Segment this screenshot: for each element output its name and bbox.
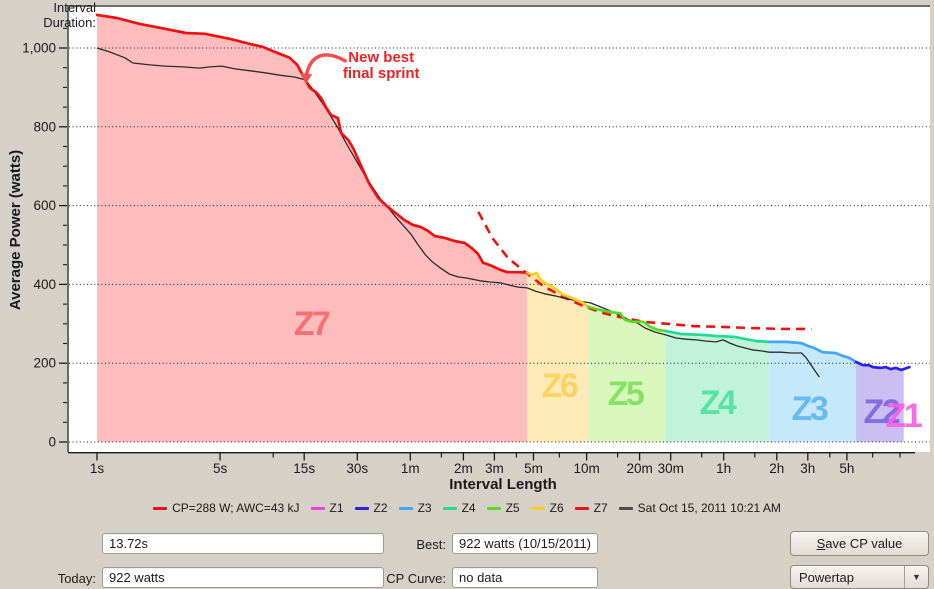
cp-curve <box>477 211 812 331</box>
legend-dash-icon <box>398 506 413 510</box>
best-curve <box>96 47 820 378</box>
x-tick-label: 3m <box>485 461 504 476</box>
y-axis-title: Average Power (watts) <box>7 150 24 310</box>
x-tick-label: 10m <box>573 461 599 476</box>
today-curve-z3 <box>767 340 858 364</box>
x-tick-label: 5s <box>213 461 228 476</box>
legend-item-5: Z5 <box>486 501 520 515</box>
legend-label: Z2 <box>373 501 388 515</box>
x-tick-label: 2m <box>454 461 473 476</box>
best-input[interactable] <box>452 533 598 554</box>
zone-fill-z3 <box>769 341 857 442</box>
legend-label: Z4 <box>461 501 476 515</box>
y-tick-label: 200 <box>33 356 56 371</box>
x-tick-label: 30m <box>658 461 684 476</box>
x-tick-label: 20m <box>626 461 652 476</box>
x-tick-label: 3h <box>800 461 815 476</box>
chart-legend: CP=288 W; AWC=43 kJ Z1 Z2 Z3 Z4 Z5 Z6 Z7 Sat Oct… <box>0 499 934 517</box>
today-curve-z4 <box>663 329 771 344</box>
y-tick-label: 400 <box>33 277 56 292</box>
x-tick-label: 15s <box>293 461 315 476</box>
zone-label-z4: Z4 <box>700 384 737 422</box>
x-tick-label: 30s <box>346 461 368 476</box>
legend-dash-icon <box>442 506 457 510</box>
today-input[interactable] <box>102 567 384 588</box>
legend-item-7: Z7 <box>574 501 608 515</box>
legend-item-6: Z6 <box>530 501 564 515</box>
legend-item-3: Z3 <box>398 501 432 515</box>
legend-label: Z7 <box>593 501 608 515</box>
legend-label: Sat Oct 15, 2011 10:21 AM <box>637 501 781 515</box>
today-curve-z6 <box>525 271 590 309</box>
today-curve-z5 <box>586 305 667 333</box>
legend-dash-icon <box>354 506 369 510</box>
zone-label-z5: Z5 <box>608 375 644 413</box>
zone-label-z1: Z1 <box>886 397 922 435</box>
legend-dash-icon <box>486 506 501 510</box>
legend-item-4: Z4 <box>442 501 476 515</box>
x-tick-label: 5h <box>839 461 854 476</box>
legend-dash-icon <box>618 506 633 510</box>
x-axis-title: Interval Length <box>449 476 557 493</box>
zone-label-z6: Z6 <box>542 367 578 405</box>
legend-dash-icon <box>530 506 545 510</box>
zone-fill-z2 <box>856 362 904 442</box>
y-tick-label: 1,000 <box>22 41 56 56</box>
save-cp-mnemonic: S <box>816 536 826 551</box>
today-curve-z2 <box>854 360 906 372</box>
cp-curve-label: CP Curve: <box>386 571 446 586</box>
x-tick-label: 1s <box>90 461 105 476</box>
annotation-line-2: final sprint <box>343 65 420 82</box>
legend-item-1: Z1 <box>310 501 344 515</box>
device-select[interactable]: Powertap ▼ <box>790 565 929 589</box>
x-tick-label: 5m <box>524 461 543 476</box>
legend-label: Z1 <box>329 501 344 515</box>
zone-fill-z7 <box>97 14 528 443</box>
legend-dash-icon <box>153 506 168 510</box>
interval-duration-input[interactable] <box>102 533 384 554</box>
annotation-line-1: New best <box>348 49 414 66</box>
x-tick-label: 1h <box>716 461 731 476</box>
legend-label: Z5 <box>505 501 520 515</box>
y-tick-label: 800 <box>33 119 56 134</box>
legend-item-0: CP=288 W; AWC=43 kJ <box>153 501 300 515</box>
legend-dash-icon <box>310 506 325 510</box>
legend-dash-icon <box>574 506 589 510</box>
device-select-value: Powertap <box>799 569 854 585</box>
legend-item-8: Sat Oct 15, 2011 10:21 AM <box>618 501 781 515</box>
zone-label-z3: Z3 <box>792 390 828 428</box>
zone-label-z7: Z7 <box>294 305 330 343</box>
annotation-arrow <box>304 53 347 78</box>
zone-fill-z4 <box>665 330 770 442</box>
legend-item-2: Z2 <box>354 501 388 515</box>
legend-label: Z3 <box>417 501 432 515</box>
interval-duration-label: Interval Duration: <box>43 0 96 30</box>
today-label: Today: <box>57 571 96 586</box>
x-tick-label: 2h <box>769 461 784 476</box>
legend-label: CP=288 W; AWC=43 kJ <box>172 501 300 515</box>
zone-label-z2: Z2 <box>864 393 900 431</box>
legend-label: Z6 <box>549 501 564 515</box>
x-tick-label: 1m <box>401 461 420 476</box>
annotation-arrowhead <box>299 72 313 84</box>
best-label: Best: <box>416 537 446 552</box>
plot-frame <box>67 5 930 452</box>
zone-fill-z6 <box>527 272 589 442</box>
dropdown-arrow-icon[interactable]: ▼ <box>904 566 928 588</box>
zone-fill-z5 <box>588 306 666 442</box>
today-curve-tail <box>902 365 911 371</box>
save-cp-rest: ave CP value <box>825 536 903 551</box>
today-curve-z7 <box>95 13 529 274</box>
y-tick-label: 600 <box>33 198 56 213</box>
cp-curve-input[interactable] <box>452 567 598 588</box>
y-tick-label: 0 <box>48 435 56 450</box>
